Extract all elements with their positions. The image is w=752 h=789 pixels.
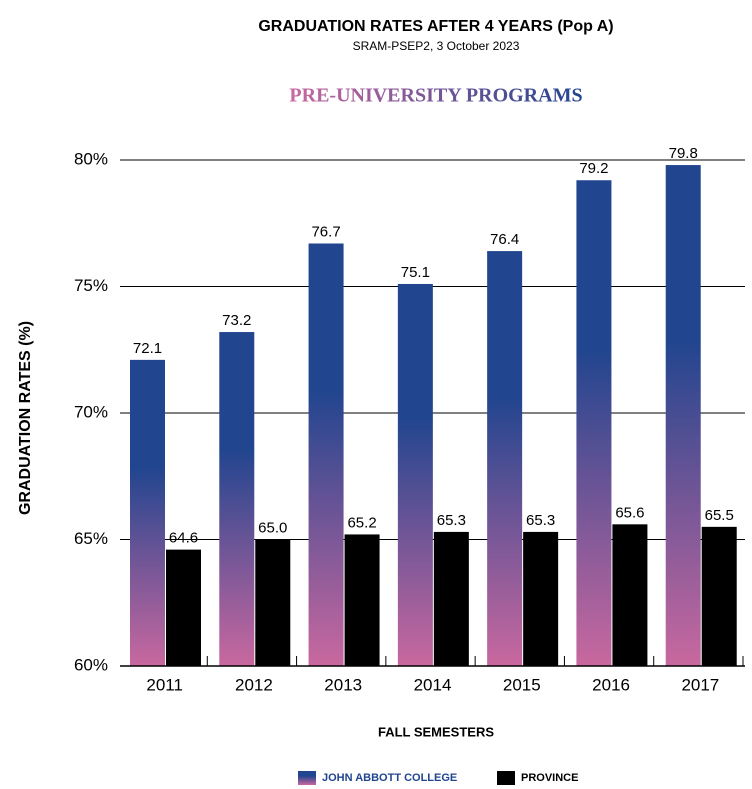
x-tick-label: 2014 [414,675,452,694]
bar [701,526,737,666]
legend-swatch [298,771,316,785]
data-label: 64.6 [169,530,198,547]
bar [665,165,701,666]
bar [308,243,344,667]
y-axis-label: GRADUATION RATES (%) [17,321,34,515]
y-tick-label: 65% [74,529,108,548]
x-tick-label: 2017 [681,675,719,694]
chart-title: GRADUATION RATES AFTER 4 YEARS (Pop A) [258,18,613,35]
bar [166,549,201,666]
data-label: 75.1 [401,264,430,281]
data-label: 79.8 [669,145,698,162]
data-label: 76.4 [490,231,519,248]
x-tick-label: 2013 [324,675,362,694]
y-tick-label: 70% [74,402,108,421]
bar [397,283,433,666]
x-tick-label: 2012 [235,675,273,694]
data-label: 65.3 [526,512,555,529]
bar [612,524,648,666]
y-tick-label: 75% [74,276,108,295]
bar [487,251,523,666]
y-tick-label: 80% [74,149,108,168]
bar [255,539,291,666]
bar [344,534,380,666]
data-label: 65.5 [705,507,734,524]
data-label: 72.1 [133,340,162,357]
data-label: 65.2 [347,514,376,531]
legend-label: JOHN ABBOTT COLLEGE [322,772,457,784]
legend-label: PROVINCE [521,772,578,784]
x-tick-label: 2016 [592,675,630,694]
legend-swatch [497,771,515,785]
x-tick-label: 2011 [146,675,183,694]
data-label: 73.2 [222,312,251,329]
data-label: 79.2 [579,160,608,177]
chart-subtitle: SRAM-PSEP2, 3 October 2023 [353,39,520,53]
bar [219,332,255,666]
data-label: 76.7 [311,223,340,240]
data-label: 65.6 [615,504,644,521]
bar [576,180,612,667]
bar [433,531,469,666]
data-label: 65.3 [437,512,466,529]
chart-heading: PRE-UNIVERSITY PROGRAMS [289,85,582,107]
y-tick-label: 60% [74,655,108,674]
x-tick-label: 2015 [503,675,541,694]
data-label: 65.0 [258,519,287,536]
x-axis-label: FALL SEMESTERS [378,724,494,739]
bar [130,359,165,666]
bar [523,531,559,666]
